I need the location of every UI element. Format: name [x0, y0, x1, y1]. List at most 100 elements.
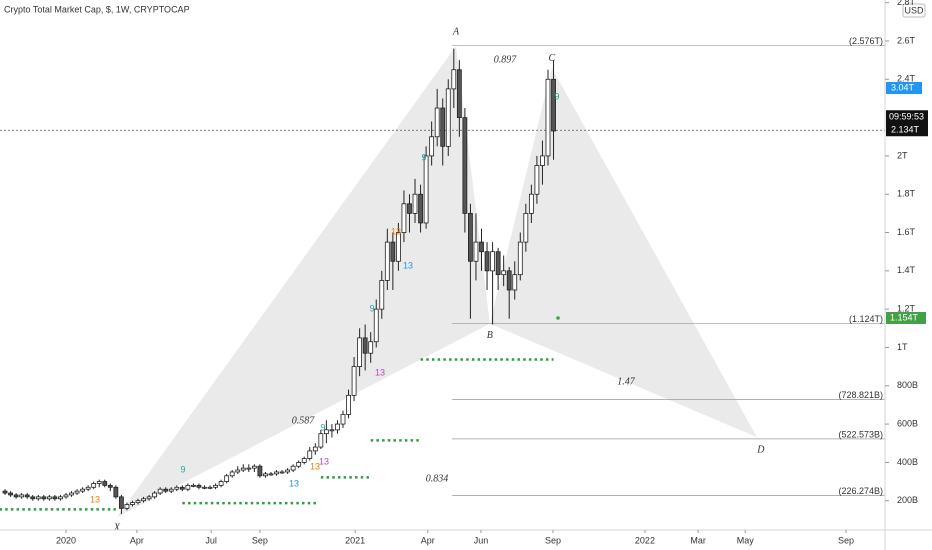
x-tick-label: 2020: [56, 535, 76, 545]
y-tick-label: 2.4T: [897, 74, 916, 84]
candle-body: [130, 502, 135, 505]
candle-body: [157, 488, 163, 494]
candle-body: [495, 251, 501, 276]
candle-body: [63, 494, 69, 498]
candle-body: [501, 270, 507, 276]
candle-body: [445, 88, 451, 147]
candle-body: [30, 496, 36, 500]
td-label: 13: [375, 367, 385, 377]
candle-body: [373, 308, 379, 343]
candle-body: [135, 500, 141, 504]
candle-body: [96, 481, 102, 484]
x-tick-label: Apr: [421, 535, 435, 545]
pattern-ratio: 0.897: [494, 54, 518, 65]
candle-body: [191, 484, 196, 487]
candle-body: [207, 486, 213, 489]
candle-body: [440, 107, 446, 147]
candle-body: [517, 241, 523, 276]
x-tick-label: 2022: [635, 535, 655, 545]
candle-body: [185, 484, 191, 490]
candle-body: [285, 469, 290, 473]
candle-body: [246, 467, 252, 470]
td-label: 9: [554, 91, 559, 101]
candle-body: [218, 481, 224, 486]
td-label: 9: [421, 152, 426, 162]
candle-body: [301, 458, 307, 463]
price-tag: [886, 82, 922, 94]
candle-body: [512, 274, 518, 291]
candle-body: [346, 394, 351, 415]
candle-body: [80, 488, 86, 492]
candle-body: [152, 492, 158, 498]
currency: USD: [904, 5, 924, 15]
candle-body: [312, 446, 318, 452]
candle-body: [168, 488, 174, 492]
td-label: 13: [403, 260, 413, 270]
candle-body: [196, 484, 202, 488]
price-tag-label: 1.154T: [890, 312, 919, 322]
x-tick-label: Jun: [474, 535, 489, 545]
candle-body: [35, 496, 41, 500]
y-tick-label: 1.4T: [897, 265, 916, 275]
candle-body: [534, 165, 540, 195]
level-label: (728.821B): [838, 390, 883, 400]
candle-body: [523, 212, 529, 243]
level-label: (522.573B): [838, 429, 883, 439]
y-tick-label: 2T: [897, 150, 908, 160]
candle-body: [263, 473, 268, 477]
y-tick-label: 1.8T: [897, 189, 916, 199]
x-tick-label: Sep: [838, 535, 854, 545]
candle-body: [268, 473, 274, 476]
candle-body: [179, 486, 185, 490]
x-tick-label: May: [737, 535, 755, 545]
candle-body: [423, 155, 429, 224]
td-label: 9: [320, 422, 325, 432]
pattern-label: D: [756, 444, 765, 455]
candle-body: [429, 136, 435, 157]
candle-body: [279, 471, 285, 474]
x-tick-label: 2021: [345, 535, 365, 545]
candle-body: [351, 366, 357, 396]
candle-body: [418, 193, 423, 224]
candle-body: [107, 484, 113, 488]
pattern-ratio: 0.834: [426, 473, 449, 484]
candle-body: [118, 496, 124, 509]
y-tick-label: 1.2T: [897, 304, 916, 314]
candle-body: [484, 251, 490, 272]
chart-title: Crypto Total Market Cap, $, 1W, CRYPTOCA…: [4, 4, 190, 14]
candle-body: [52, 496, 58, 500]
candle-body: [2, 490, 8, 494]
current-price-label: 2.134T: [891, 125, 920, 135]
x-tick-label: Sep: [545, 535, 561, 545]
td-label: 9: [180, 464, 185, 474]
candle-body: [490, 251, 495, 272]
y-tick-label: 400B: [897, 457, 918, 467]
pattern-label: A: [452, 26, 460, 37]
x-tick-label: Jul: [205, 535, 217, 545]
pattern-label: X: [113, 522, 121, 533]
candle-body: [451, 69, 457, 90]
candle-body: [340, 414, 346, 425]
y-tick-label: 200B: [897, 495, 918, 505]
y-tick-label: 1.6T: [897, 227, 916, 237]
candle-body: [290, 465, 296, 471]
pattern-ratio: 1.47: [617, 376, 636, 387]
td-label: 13: [319, 456, 329, 466]
candle-body: [462, 117, 468, 214]
candle-body: [395, 232, 401, 262]
pattern-bcd: [489, 67, 757, 438]
candle-body: [141, 498, 146, 502]
candle-body: [19, 494, 25, 498]
td-label: 9: [369, 303, 374, 313]
candle-body: [468, 212, 473, 262]
candle-body: [473, 241, 479, 262]
candle-body: [307, 450, 313, 459]
candle-body: [384, 241, 390, 281]
pattern-label: C: [549, 53, 556, 64]
price-tag-label: 3.04T: [891, 82, 915, 92]
candle-body: [235, 469, 241, 473]
candle-body: [85, 486, 91, 490]
candle-body: [357, 337, 363, 368]
marker-dot: [556, 316, 560, 320]
